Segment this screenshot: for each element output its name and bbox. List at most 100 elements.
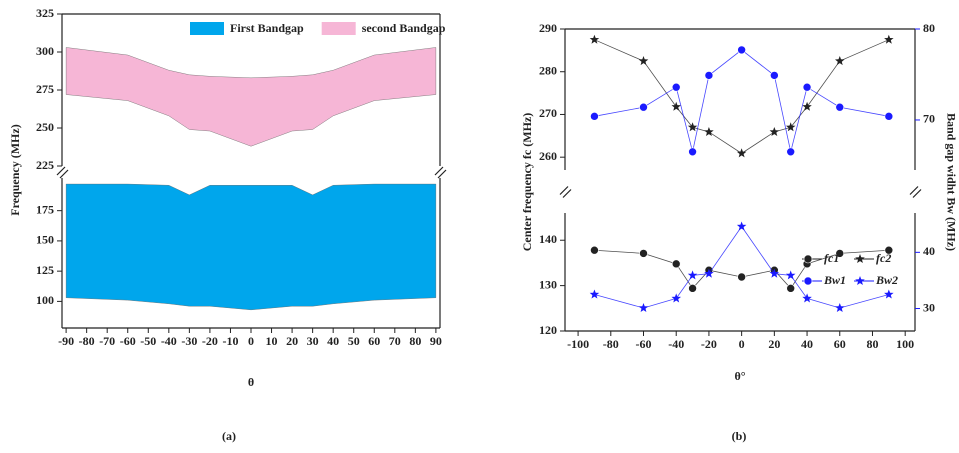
x-tick-label: 10 (266, 334, 278, 348)
x-tick-label: -50 (140, 334, 156, 348)
y2-tick-label: 80 (923, 21, 935, 35)
marker-star (884, 289, 894, 299)
marker-circle (884, 245, 894, 255)
x-tick-label: -20 (202, 334, 218, 348)
marker-star (785, 270, 796, 280)
axis-break (559, 186, 569, 195)
x-tick-label: 60 (834, 337, 846, 351)
x-tick-label: -60 (636, 337, 652, 351)
marker-circle (835, 102, 845, 112)
series-line (594, 49, 889, 152)
x-tick-label: -10 (222, 334, 238, 348)
caption: (a) (222, 429, 236, 443)
marker-circle (590, 245, 599, 255)
x-tick-label: -90 (58, 334, 74, 348)
axis-break (909, 186, 919, 195)
marker-circle (786, 147, 796, 157)
caption: (b) (732, 429, 747, 443)
marker-star (769, 268, 780, 278)
marker-star (884, 34, 894, 44)
legend-label: Bw2 (875, 273, 898, 287)
y-tick-label: 100 (36, 293, 54, 307)
marker-circle (737, 45, 746, 55)
marker-star (855, 254, 865, 263)
marker-circle (786, 284, 796, 293)
y-tick-label: 260 (539, 149, 557, 163)
axis-break (56, 166, 66, 176)
series-line (594, 225, 889, 309)
x-tick-label: -40 (668, 337, 684, 351)
legend-swatch (190, 22, 224, 35)
x-tick-label: 0 (739, 337, 745, 351)
x-axis-title: θ (248, 375, 254, 389)
x-tick-label: 100 (896, 337, 914, 351)
band-area (65, 47, 437, 147)
y-tick-label: 125 (36, 263, 54, 277)
legend-label: fc2 (876, 251, 891, 265)
marker-star (736, 221, 747, 231)
marker-circle (737, 272, 746, 282)
axis-break (434, 166, 444, 176)
y-tick-label: 120 (539, 323, 557, 337)
x-tick-label: 80 (866, 337, 878, 351)
marker-star (671, 293, 681, 303)
marker-circle (688, 147, 697, 157)
marker-star (802, 101, 812, 111)
marker-circle (704, 71, 714, 80)
y-tick-label: 300 (36, 44, 54, 58)
axis-break (912, 189, 922, 198)
marker-star (769, 127, 780, 136)
marker-circle (802, 82, 812, 92)
marker-star (802, 293, 812, 303)
marker-star (638, 56, 649, 66)
legend-swatch (321, 22, 356, 35)
x-tick-label: 40 (327, 334, 339, 348)
marker-star (704, 268, 714, 278)
axis-break (59, 169, 69, 179)
x-tick-label: 50 (348, 334, 360, 348)
y-tick-label: 250 (36, 120, 54, 134)
x-tick-label: -80 (603, 337, 619, 351)
marker-star (835, 303, 845, 312)
x-tick-label: -30 (181, 334, 197, 348)
y-tick-label: 270 (539, 106, 557, 120)
x-tick-label: -80 (79, 334, 95, 348)
marker-star (785, 122, 796, 132)
y-tick-label: 140 (539, 232, 557, 246)
marker-circle (884, 112, 894, 121)
y2-axis-title: Band gap widht Bw (MHz) (944, 113, 958, 251)
marker-star (671, 101, 681, 111)
marker-circle (835, 249, 845, 258)
x-tick-label: 60 (368, 334, 380, 348)
marker-circle (590, 112, 599, 121)
marker-circle (671, 82, 681, 92)
series-line (594, 39, 889, 154)
x-tick-label: -70 (99, 334, 115, 348)
x-tick-label: 70 (389, 334, 401, 348)
x-tick-label: -20 (701, 337, 717, 351)
x-tick-label: 90 (430, 334, 442, 348)
marker-star (704, 127, 714, 136)
marker-star (855, 276, 865, 285)
y-tick-label: 290 (539, 21, 557, 35)
y-tick-label: 275 (36, 82, 54, 96)
marker-star (687, 270, 698, 280)
marker-star (687, 122, 698, 132)
marker-star (589, 34, 600, 44)
y-axis-title: Frequency (MHz) (8, 124, 22, 215)
x-tick-label: 80 (409, 334, 421, 348)
y2-tick-label: 40 (923, 244, 935, 258)
marker-circle (639, 102, 648, 112)
marker-circle (770, 71, 779, 80)
x-axis-title: θ° (734, 369, 745, 383)
marker-star (835, 56, 845, 66)
x-tick-label: -60 (120, 334, 136, 348)
marker-circle (671, 259, 681, 269)
axis-break (437, 169, 447, 179)
y-tick-label: 325 (36, 6, 54, 20)
x-tick-label: 20 (286, 334, 298, 348)
marker-circle (688, 284, 697, 293)
x-tick-label: 20 (768, 337, 780, 351)
x-tick-label: 40 (801, 337, 813, 351)
legend-label: fc1 (824, 251, 839, 265)
